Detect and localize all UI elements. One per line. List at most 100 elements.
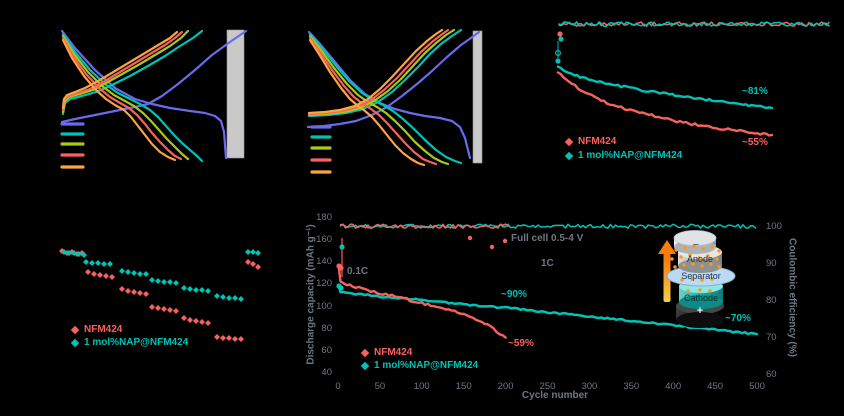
battery-schematic (658, 230, 736, 328)
bl-point-nfm424 (245, 259, 251, 265)
bl-point-nap (226, 295, 232, 301)
bm-capacity-nfm424 (337, 266, 507, 339)
bm-ce-dip-nfm424 (489, 244, 495, 250)
bm-ytick-left: 60 (321, 344, 332, 356)
bl-point-nap (173, 280, 179, 286)
bm-retention-90-annotation: ~90% (501, 289, 527, 300)
bm-ytick-right: 80 (766, 295, 777, 306)
bm-ytick-left: 40 (321, 366, 332, 378)
diamond-marker-icon (360, 361, 370, 370)
bl-point-nfm424 (250, 261, 256, 267)
tr-retention-annotation-nfm424: ~55% (742, 137, 768, 148)
bm-ytick-left: 160 (316, 234, 332, 246)
bl-point-nap (95, 260, 101, 266)
tr-legend-label-nap: 1 mol%NAP@NFM424 (578, 150, 683, 161)
tr-legend-label-nfm424: NFM424 (578, 136, 617, 147)
bl-point-nfm424 (97, 272, 103, 278)
tm-green-charge (307, 28, 456, 117)
tm-blue-charge (306, 30, 481, 129)
bl-point-nap (71, 250, 77, 256)
battery-bottom-cap-rim (676, 312, 724, 328)
battery-cathode-label: Cathode (683, 293, 719, 303)
tr-capacity-red (556, 71, 774, 137)
bm-ytick-left: 100 (316, 300, 332, 312)
tr-ce-teal (558, 21, 830, 27)
bm-xtick: 150 (455, 381, 472, 392)
bm-ytick-left: 140 (316, 256, 332, 268)
bl-point-nfm424 (238, 336, 244, 342)
bl-point-nap (255, 250, 261, 256)
battery-cathode-rim (679, 295, 723, 309)
bm-retention-59-annotation: ~59% (508, 338, 534, 349)
battery-plus-label: + (696, 305, 704, 317)
bl-point-nfm424 (205, 320, 211, 326)
tl-blue-discharge (60, 29, 228, 160)
bl-point-nap (187, 286, 193, 292)
bm-xtick: 200 (497, 381, 514, 392)
diamond-marker-icon (360, 348, 370, 357)
bl-point-nap (101, 261, 107, 267)
tr-retention-annotation-nap: ~81% (742, 86, 768, 97)
bl-point-nfm424 (125, 288, 131, 294)
tm-orange-charge (307, 28, 444, 115)
bl-point-nfm424 (161, 306, 167, 312)
tr-first-cycle-point (557, 31, 563, 37)
bm-xtick: 450 (707, 381, 724, 392)
bl-point-nfm424 (149, 304, 155, 310)
tl-orange-discharge (61, 38, 177, 162)
bl-point-nap (167, 279, 173, 285)
sodium-ion-dots (670, 244, 721, 293)
bl-point-nap (214, 293, 220, 299)
tr-legend-item-nfm424: NFM424 (564, 136, 617, 147)
diamond-marker-icon (70, 338, 80, 347)
bl-point-nap (76, 251, 82, 257)
bl-legend-label-nfm424: NFM424 (84, 324, 123, 335)
tr-first-cycle-point (554, 49, 561, 56)
bm-01c-point-nap (338, 285, 344, 291)
bl-point-nfm424 (214, 334, 220, 340)
bm-rate-1c-annotation: 1C (541, 258, 554, 269)
bm-xtick: 300 (581, 381, 598, 392)
bm-legend-label-nap: 1 mol%NAP@NFM424 (374, 360, 479, 371)
battery-separator-label: Separator (681, 271, 721, 281)
tl-orange-charge (61, 30, 179, 110)
tm-gray-bar (472, 30, 483, 164)
tm-blue-discharge (307, 30, 472, 160)
bl-point-nap (220, 294, 226, 300)
bl-point-nfm424 (220, 335, 226, 341)
bl-point-nfm424 (143, 291, 149, 297)
bm-full-cell-annotation: Full cell 0.5-4 V (511, 233, 584, 244)
bl-point-nfm424 (232, 336, 238, 342)
bm-ce-nfm424 (339, 223, 509, 230)
tr-capacity-teal (556, 65, 774, 110)
tm-teal-charge (307, 28, 463, 118)
bm-xtick: 250 (539, 381, 556, 392)
bl-point-nfm424 (131, 289, 137, 295)
bm-01c-point-nap (339, 244, 345, 250)
bl-point-nap (81, 252, 87, 258)
bl-point-nap (205, 288, 211, 294)
bm-xtick: 500 (749, 381, 765, 392)
bl-point-nap (119, 268, 125, 274)
bl-point-nap (137, 271, 143, 277)
bl-point-nfm424 (173, 308, 179, 314)
bl-point-nap (107, 261, 113, 267)
bm-xtick: 100 (413, 381, 430, 392)
bl-point-nfm424 (109, 274, 115, 280)
bm-legend-item-nfm424: NFM424 (360, 347, 412, 358)
bl-point-nfm424 (193, 318, 199, 324)
bl-point-nap (199, 287, 205, 293)
bm-01c-point-nfm424 (338, 265, 344, 271)
bm-ytick-right: 100 (766, 221, 782, 232)
tm-green-discharge (308, 34, 450, 166)
battery-minus-label: − (693, 240, 699, 251)
bl-point-nfm424 (199, 319, 205, 325)
bl-legend-label-nap: 1 mol%NAP@NFM424 (84, 337, 189, 348)
bl-point-nfm424 (91, 271, 97, 277)
bm-retention-70-annotation: ~70% (725, 313, 751, 324)
bl-point-nap (131, 270, 137, 276)
tl-blue-charge (60, 29, 248, 124)
bm-xtick: 350 (623, 381, 640, 392)
